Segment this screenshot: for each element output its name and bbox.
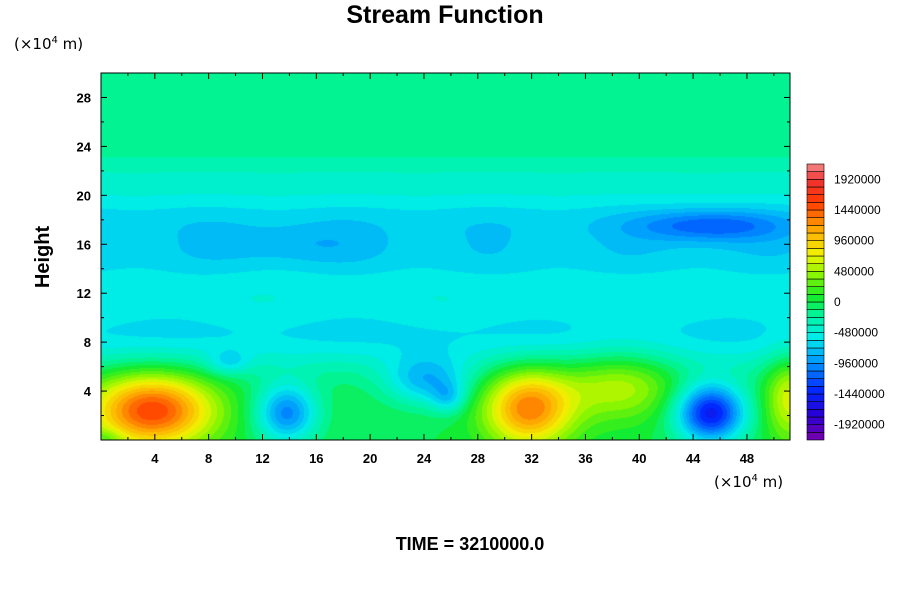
- x-tick-label: 44: [686, 451, 701, 466]
- x-tick-label: 4: [151, 451, 159, 466]
- colorbar-label: -1440000: [834, 387, 885, 401]
- x-axis-unit-label: (×104 m): [714, 473, 783, 491]
- x-tick-label: 40: [632, 451, 646, 466]
- y-tick-label: 12: [77, 286, 91, 301]
- time-label: TIME = 3210000.0: [396, 534, 545, 554]
- colorbar-swatch: [806, 171, 825, 180]
- y-tick-label: 8: [84, 335, 91, 350]
- colorbar-swatch: [806, 263, 825, 272]
- colorbar-label: 1920000: [834, 172, 881, 186]
- colorbar-swatch: [806, 186, 825, 195]
- colorbar-label: 960000: [834, 234, 874, 248]
- x-tick-label: 28: [471, 451, 485, 466]
- y-axis-unit-label: (×104 m): [14, 35, 83, 53]
- y-tick-label: 28: [77, 90, 91, 105]
- colorbar-swatch: [806, 240, 825, 249]
- x-tick-label: 16: [309, 451, 323, 466]
- x-tick-label: 20: [363, 451, 377, 466]
- colorbar-swatch: [806, 340, 825, 349]
- y-axis-label: Height: [32, 226, 54, 289]
- colorbar: 1920000 1440000 960000 480000 0 -480000 -96000…: [806, 163, 885, 441]
- colorbar-swatch: [806, 209, 825, 218]
- colorbar-label: 0: [834, 295, 841, 309]
- colorbar-swatch: [806, 432, 825, 441]
- y-tick-label: 4: [84, 384, 92, 399]
- colorbar-label: 480000: [834, 264, 874, 278]
- colorbar-swatch: [806, 424, 825, 433]
- colorbar-swatch: [806, 332, 825, 341]
- y-tick-label: 24: [77, 139, 92, 154]
- chart-title: Stream Function: [346, 1, 543, 29]
- colorbar-swatch: [806, 370, 825, 379]
- x-tick-label: 8: [205, 451, 212, 466]
- colorbar-swatch: [806, 278, 825, 287]
- x-tick-label: 48: [740, 451, 754, 466]
- colorbar-label: -960000: [834, 356, 878, 370]
- colorbar-swatch: [806, 294, 825, 303]
- colorbar-swatch: [806, 202, 825, 211]
- x-tick-label: 12: [255, 451, 269, 466]
- y-axis-ticks: 4 8 12 16 20 24 28: [77, 90, 790, 417]
- x-tick-label: 32: [524, 451, 538, 466]
- colorbar-swatch: [806, 355, 825, 364]
- colorbar-swatch: [806, 393, 825, 402]
- colorbar-swatch: [806, 248, 825, 257]
- colorbar-swatch: [806, 409, 825, 418]
- x-tick-label: 36: [578, 451, 592, 466]
- colorbar-label: -1920000: [834, 418, 885, 432]
- colorbar-swatch: [806, 301, 825, 310]
- colorbar-swatch: [806, 255, 825, 264]
- plot-frame: [100, 72, 791, 441]
- y-tick-label: 16: [77, 237, 91, 252]
- colorbar-swatch: [806, 194, 825, 203]
- colorbar-swatch: [806, 347, 825, 356]
- x-axis-ticks: 4 8 12 16 20 24 28 32 36 40 44 48: [127, 73, 775, 466]
- colorbar-swatch: [806, 232, 825, 241]
- colorbar-swatch: [806, 179, 825, 188]
- y-tick-label: 20: [77, 188, 91, 203]
- heatmap-field: [101, 73, 790, 440]
- colorbar-swatch: [806, 324, 825, 333]
- colorbar-swatch: [806, 416, 825, 425]
- x-tick-label: 24: [417, 451, 432, 466]
- colorbar-swatch: [806, 309, 825, 318]
- colorbar-swatch: [806, 317, 825, 326]
- colorbar-swatch: [806, 217, 825, 226]
- colorbar-swatch: [806, 163, 825, 172]
- colorbar-swatch: [806, 363, 825, 372]
- colorbar-swatch: [806, 401, 825, 410]
- colorbar-swatch: [806, 386, 825, 395]
- colorbar-swatch: [806, 271, 825, 280]
- colorbar-swatch: [806, 378, 825, 387]
- colorbar-swatch: [806, 286, 825, 295]
- colorbar-swatch: [806, 225, 825, 234]
- colorbar-label: 1440000: [834, 203, 881, 217]
- colorbar-label: -480000: [834, 326, 878, 340]
